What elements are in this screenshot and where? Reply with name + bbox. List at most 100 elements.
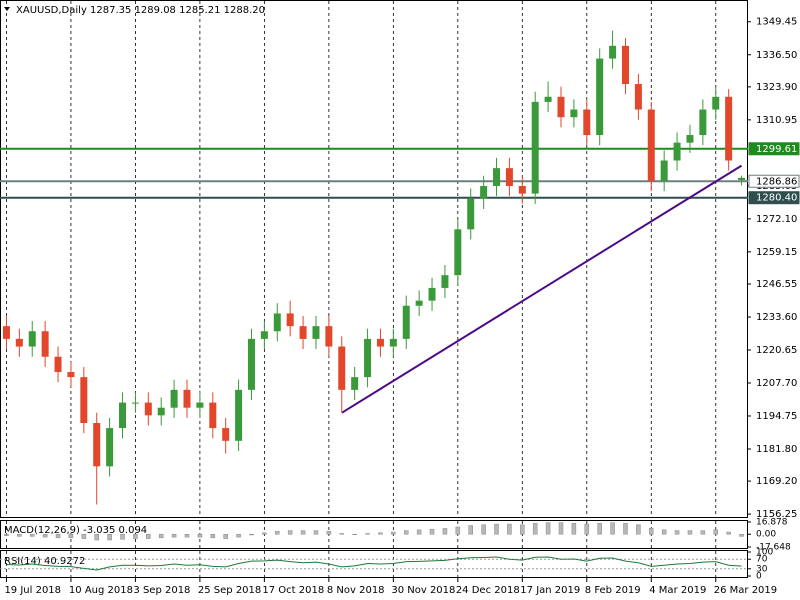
h-line-label: 1280.40 [756, 193, 797, 204]
candle-body [364, 338, 372, 378]
candle-body [609, 45, 617, 59]
y-tick-label: 1336.50 [756, 50, 797, 61]
candle-body [41, 331, 49, 357]
candle-body [119, 402, 127, 429]
x-tick-label: 3 Sep 2018 [133, 585, 190, 596]
macd-bar [558, 522, 564, 535]
x-tick-label: 25 Sep 2018 [198, 585, 261, 596]
candle-body [454, 229, 462, 276]
candle-body [80, 377, 88, 423]
y-tick-label: 1169.20 [756, 476, 797, 487]
candle-body [144, 402, 152, 416]
candle-body [686, 135, 694, 143]
candle-body [725, 96, 733, 161]
y-tick-label: 1349.45 [756, 17, 797, 28]
candle-body [738, 177, 746, 181]
candle-body [196, 402, 204, 408]
x-tick-label: 26 Mar 2019 [714, 585, 777, 596]
macd-bar [17, 533, 22, 537]
candle-body [402, 305, 410, 339]
rsi-line [6, 556, 742, 571]
y-tick-label: 1272.10 [756, 214, 797, 225]
candle-body [634, 84, 642, 110]
candle-body [376, 338, 384, 347]
candle-body [222, 428, 230, 441]
candle-body [518, 185, 526, 194]
candle-body [67, 372, 75, 378]
rsi-frame [0, 550, 748, 578]
macd-bar [623, 523, 628, 535]
candle-body [15, 338, 23, 347]
macd-bar [184, 533, 190, 538]
candle-body [286, 313, 294, 327]
macd-bar [352, 533, 357, 535]
macd-bar [610, 522, 615, 535]
macd-bar [339, 533, 345, 535]
candle-body [183, 389, 191, 408]
candle-body [93, 422, 101, 467]
macd-bar [700, 530, 706, 535]
macd-bar [481, 524, 486, 535]
macd-bar [442, 528, 448, 535]
candle-body [621, 45, 629, 85]
macd-bar [158, 533, 164, 539]
y-tick-label: 1220.65 [756, 345, 797, 356]
macd-bar [313, 530, 319, 535]
macd-bar [68, 533, 74, 539]
y-tick-label: 0.00 [756, 530, 776, 540]
h-line-label-box [748, 174, 800, 188]
h-line-label: 1299.61 [756, 144, 797, 155]
macd-bar [107, 533, 112, 541]
candle-body [544, 96, 552, 102]
macd-bar [455, 526, 461, 535]
candle-body [312, 326, 320, 339]
candle-body [596, 58, 604, 136]
x-tick-label: 17 Oct 2018 [262, 585, 324, 596]
macd-bar [42, 533, 48, 538]
candle-body [415, 300, 423, 306]
candle-body [480, 185, 488, 199]
candle-body [660, 160, 668, 181]
macd-bar [403, 530, 409, 535]
macd-bar [713, 529, 719, 535]
candle-body [351, 377, 359, 390]
y-tick-label: 1323.90 [756, 82, 797, 93]
macd-bar [275, 531, 280, 535]
x-tick-label: 30 Nov 2018 [391, 585, 455, 596]
candle-body [493, 168, 501, 186]
candle-body [273, 313, 281, 332]
price-frame [0, 0, 748, 518]
macd-bar [197, 533, 203, 538]
h-line-label-box [748, 191, 800, 205]
candle-body [338, 346, 346, 390]
candle-body [467, 198, 475, 230]
y-tick-label: 1259.15 [756, 247, 797, 258]
macd-bar [649, 528, 654, 535]
y-tick-label: 1156.25 [756, 509, 797, 520]
macd-bar [81, 533, 87, 539]
candle-body [441, 275, 449, 288]
candle-body [699, 109, 707, 136]
macd-bar [326, 531, 332, 535]
candle-body [299, 326, 307, 339]
macd-bar [687, 530, 693, 535]
macd-bar [300, 530, 306, 535]
trendline [341, 164, 743, 414]
macd-bar [146, 533, 151, 539]
y-tick-label: 1246.55 [756, 279, 797, 290]
macd-bar [249, 533, 254, 536]
candle-body [505, 168, 513, 186]
macd-bar [739, 533, 744, 537]
x-tick-label: 19 Jul 2018 [4, 585, 61, 596]
macd-bar [378, 532, 383, 535]
macd-bar [520, 524, 525, 535]
macd-bar [584, 523, 590, 535]
candle-body [712, 96, 720, 110]
y-tick-label: 16.878 [756, 518, 788, 528]
candle-body [428, 287, 436, 301]
macd-bar [4, 533, 9, 536]
macd-bar [287, 530, 293, 535]
x-tick-label: 4 Mar 2019 [649, 585, 706, 596]
